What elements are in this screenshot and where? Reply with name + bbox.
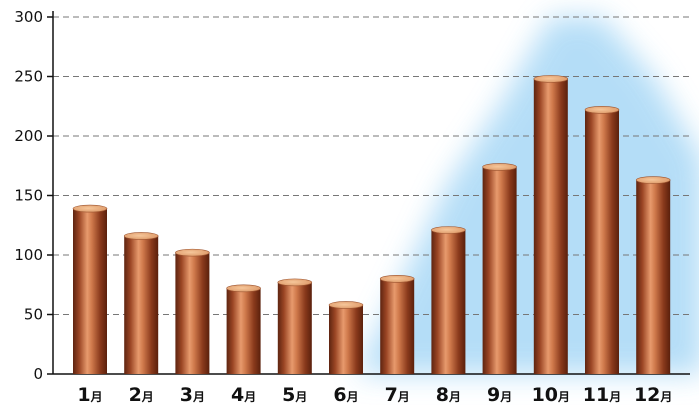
bar-2 bbox=[123, 232, 159, 374]
bar-body bbox=[226, 288, 261, 374]
y-tick-label: 300 bbox=[14, 8, 43, 26]
x-category-label: 8月 bbox=[436, 384, 461, 406]
bar-7 bbox=[379, 274, 415, 374]
y-tick-label: 200 bbox=[14, 127, 43, 145]
bar-body bbox=[585, 109, 619, 374]
x-axis-category-labels: 1月 2月 3月 4月 5月 6月 7月 8月 9月 10月 11月 12月 bbox=[77, 384, 672, 406]
bar-top-cap bbox=[533, 75, 569, 83]
bar-4 bbox=[226, 284, 261, 374]
y-tick-label: 0 bbox=[33, 365, 43, 383]
bars bbox=[72, 75, 671, 374]
bar-top-cap bbox=[431, 226, 466, 234]
bar-1 bbox=[72, 204, 108, 374]
y-tick-label: 150 bbox=[14, 187, 43, 205]
bar-top-cap bbox=[175, 248, 210, 257]
bar-top-cap bbox=[123, 232, 159, 240]
x-category-label: 1月 bbox=[77, 384, 102, 406]
y-tick-label: 100 bbox=[14, 246, 43, 264]
bar-top-cap bbox=[482, 163, 517, 171]
bar-8 bbox=[431, 226, 466, 374]
bar-11 bbox=[584, 106, 620, 374]
x-category-label: 5月 bbox=[282, 384, 307, 406]
y-axis-tick-labels: 0 50 100 150 200 250 300 bbox=[14, 8, 43, 383]
bar-6 bbox=[328, 301, 364, 374]
bar-body bbox=[175, 252, 210, 374]
y-tick-label: 50 bbox=[24, 306, 43, 324]
x-category-label: 6月 bbox=[333, 384, 358, 406]
bar-body bbox=[482, 166, 517, 374]
bar-body bbox=[277, 282, 312, 374]
bar-body bbox=[636, 180, 671, 374]
bar-3 bbox=[175, 248, 210, 374]
x-category-label: 2月 bbox=[129, 384, 154, 406]
bar-body bbox=[73, 208, 107, 374]
axes bbox=[47, 11, 690, 375]
x-category-label: 12月 bbox=[634, 384, 672, 406]
bar-body bbox=[431, 230, 466, 374]
y-tick-label: 250 bbox=[14, 68, 43, 86]
bar-12 bbox=[635, 176, 671, 374]
bar-body bbox=[380, 278, 415, 374]
bar-top-cap bbox=[584, 106, 620, 114]
grid-lines bbox=[53, 16, 690, 315]
bar-top-cap bbox=[328, 301, 364, 309]
x-category-label: 11月 bbox=[583, 384, 621, 406]
bar-top-cap bbox=[72, 204, 108, 213]
bar-body bbox=[329, 304, 363, 374]
x-category-label: 4月 bbox=[231, 384, 256, 406]
bar-top-cap bbox=[635, 176, 671, 184]
x-category-label: 9月 bbox=[487, 384, 512, 406]
x-category-label: 3月 bbox=[180, 384, 205, 406]
x-category-label: 7月 bbox=[385, 384, 410, 406]
bar-top-cap bbox=[226, 284, 261, 293]
x-category-label: 10月 bbox=[532, 384, 570, 406]
bar-top-cap bbox=[277, 278, 313, 287]
bar-5 bbox=[277, 278, 313, 374]
bar-9 bbox=[482, 163, 517, 374]
bar-body bbox=[533, 78, 568, 374]
bar-10 bbox=[533, 75, 569, 374]
bar-top-cap bbox=[379, 274, 415, 283]
bar-body bbox=[124, 235, 159, 374]
